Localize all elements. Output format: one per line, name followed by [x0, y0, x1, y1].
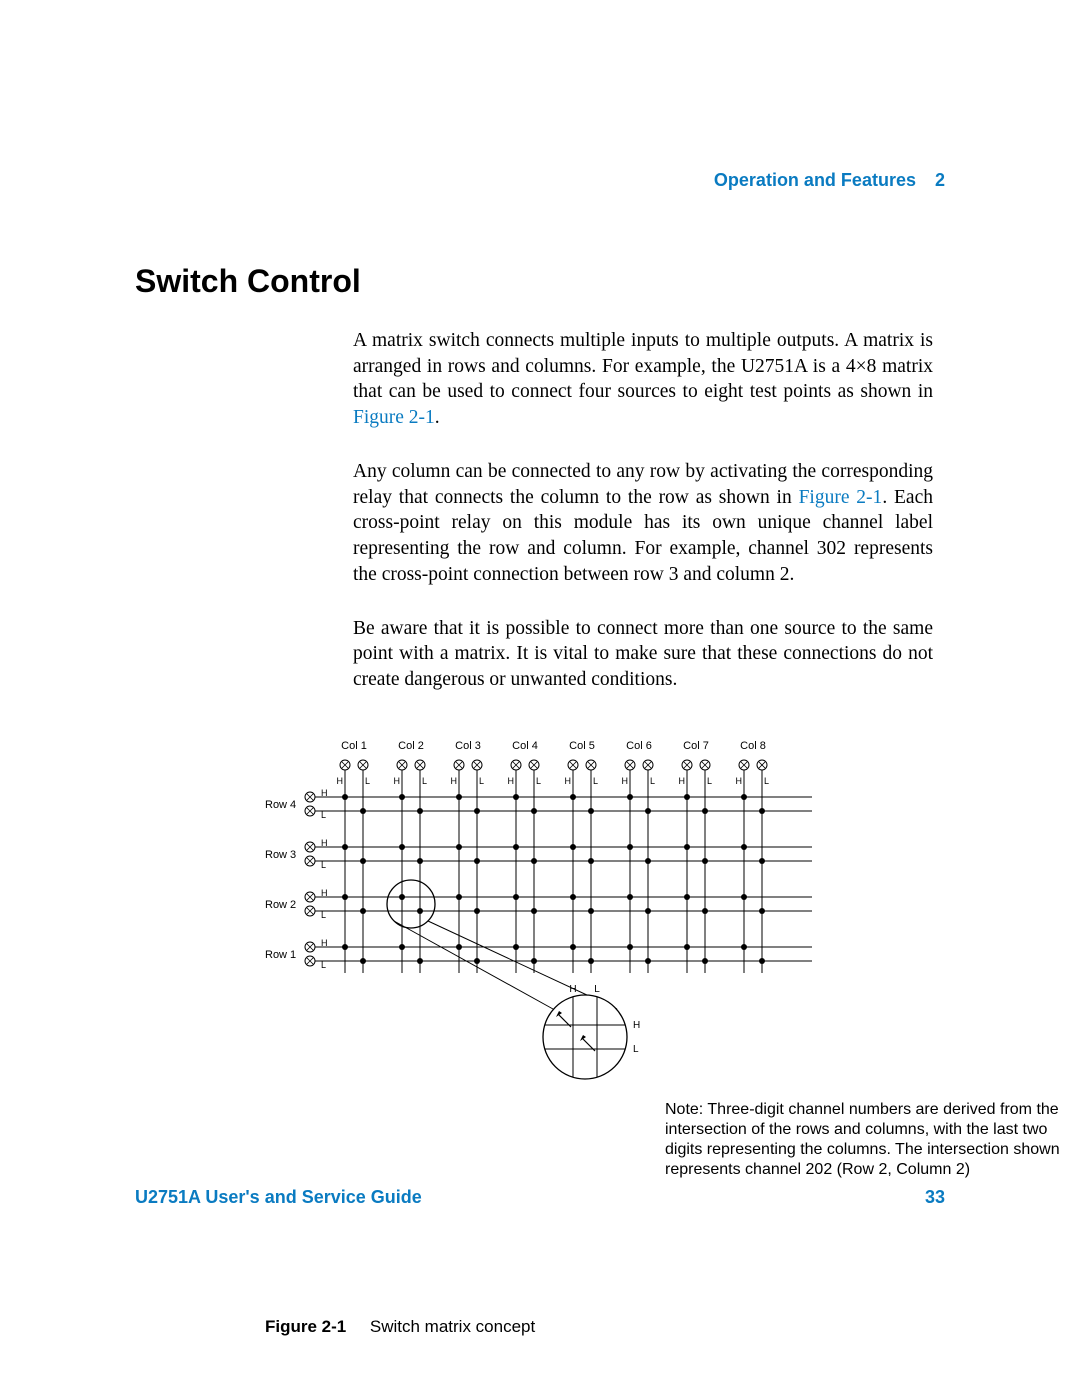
svg-text:Col 7: Col 7 [683, 740, 709, 752]
svg-text:H: H [736, 776, 743, 786]
svg-text:Row 4: Row 4 [265, 799, 296, 811]
svg-text:H: H [451, 776, 458, 786]
svg-text:H: H [569, 984, 576, 995]
diagram-note: Note: Three-digit channel numbers are de… [665, 1100, 1080, 1180]
svg-text:L: L [594, 984, 600, 995]
svg-text:H: H [508, 776, 515, 786]
svg-text:H: H [394, 776, 401, 786]
svg-text:Col 6: Col 6 [626, 740, 652, 752]
page-footer: U2751A User's and Service Guide 33 [135, 1187, 945, 1208]
svg-text:L: L [633, 1044, 639, 1055]
svg-text:H: H [565, 776, 572, 786]
svg-text:Col 1: Col 1 [341, 740, 367, 752]
svg-text:H: H [622, 776, 629, 786]
figure-text: Switch matrix concept [370, 1317, 535, 1336]
svg-text:H: H [679, 776, 686, 786]
svg-text:Row 3: Row 3 [265, 849, 296, 861]
svg-text:Col 4: Col 4 [512, 740, 538, 752]
paragraph-2: Any column can be connected to any row b… [353, 459, 933, 588]
svg-text:L: L [365, 776, 370, 786]
page-number: 33 [925, 1187, 945, 1208]
text: . [435, 407, 440, 428]
svg-text:L: L [422, 776, 427, 786]
figure-label: Figure 2-1 [265, 1317, 346, 1336]
paragraph-3: Be aware that it is possible to connect … [353, 616, 933, 693]
svg-text:L: L [764, 776, 769, 786]
figure-link[interactable]: Figure 2-1 [799, 487, 883, 508]
guide-title: U2751A User's and Service Guide [135, 1187, 422, 1207]
svg-text:H: H [633, 1020, 640, 1031]
text: A matrix switch connects multiple inputs… [353, 330, 933, 402]
svg-text:Col 2: Col 2 [398, 740, 424, 752]
running-header: Operation and Features 2 [135, 170, 945, 191]
svg-text:H: H [337, 776, 344, 786]
svg-text:Row 2: Row 2 [265, 899, 296, 911]
svg-text:L: L [536, 776, 541, 786]
switch-matrix-diagram: Col 1 H L Col 2 H L Col 3 H L Col 4 H L Col 5 H L Col 6… [265, 737, 945, 1102]
figure-caption: Figure 2-1 Switch matrix concept [265, 1317, 945, 1337]
svg-text:L: L [650, 776, 655, 786]
section-title: Switch Control [135, 263, 945, 300]
svg-text:L: L [593, 776, 598, 786]
svg-text:Col 3: Col 3 [455, 740, 481, 752]
svg-text:L: L [707, 776, 712, 786]
svg-text:L: L [479, 776, 484, 786]
svg-text:Col 5: Col 5 [569, 740, 595, 752]
svg-text:Row 1: Row 1 [265, 949, 296, 961]
matrix-svg: Col 1 H L Col 2 H L Col 3 H L Col 4 H L Col 5 H L Col 6… [265, 737, 855, 1097]
svg-text:Col 8: Col 8 [740, 740, 766, 752]
paragraph-1: A matrix switch connects multiple inputs… [353, 328, 933, 431]
figure-link[interactable]: Figure 2-1 [353, 407, 435, 428]
chapter-title: Operation and Features [714, 170, 916, 190]
chapter-number: 2 [935, 170, 945, 190]
